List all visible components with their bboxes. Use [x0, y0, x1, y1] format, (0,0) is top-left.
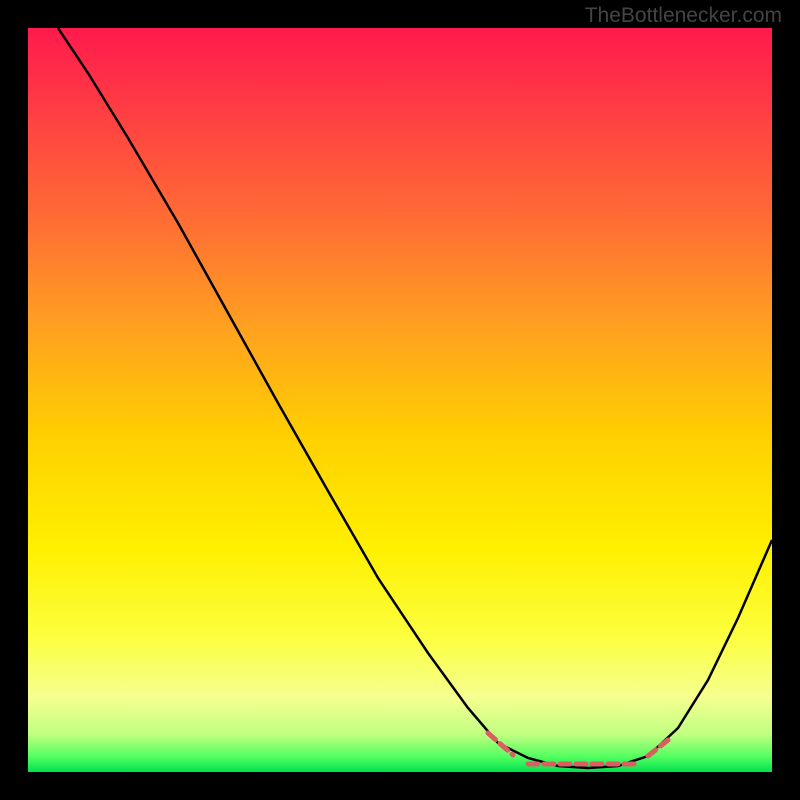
bottleneck-curve	[28, 28, 772, 772]
watermark: TheBottlenecker.com	[585, 4, 782, 28]
chart-plot-area	[28, 28, 772, 772]
